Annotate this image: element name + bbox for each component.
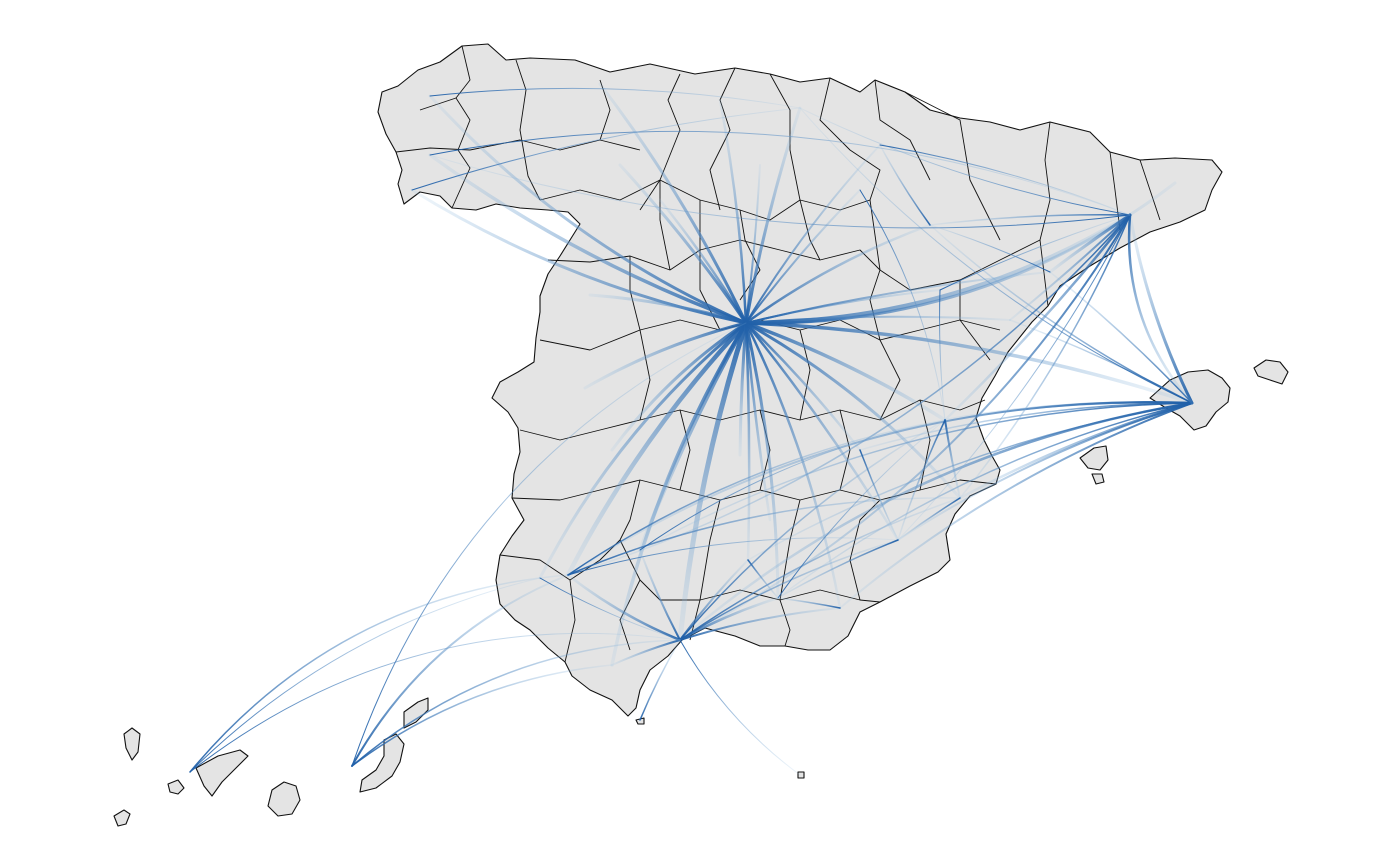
lanzarote bbox=[403, 697, 429, 729]
flow-barcelona-zaragoza bbox=[929, 213, 1131, 226]
flow-malaga-murcia bbox=[679, 539, 899, 641]
flow-madrid-sevilla bbox=[565, 320, 749, 578]
flow-madrid-albacete bbox=[744, 321, 862, 452]
flow-valencia-murcia bbox=[897, 419, 946, 541]
flow-barcelona-santiago bbox=[429, 154, 1131, 229]
flow-madrid-murcia bbox=[744, 321, 900, 542]
flow-zaragoza-pamplona bbox=[879, 144, 931, 226]
flow-barcelona-tarragona bbox=[1048, 213, 1132, 274]
flow-grancanaria-malaga bbox=[351, 639, 681, 767]
flow-madrid-leon bbox=[618, 163, 748, 325]
flow-barcelona-valencia bbox=[943, 213, 1132, 422]
flow-madrid-burgos bbox=[745, 164, 761, 324]
flow-madrid-salamanca bbox=[588, 293, 748, 325]
flow-madrid-palma bbox=[744, 321, 1194, 405]
flow-madrid-valencia bbox=[744, 321, 947, 422]
flow-sevilla-murcia bbox=[567, 537, 899, 576]
gran-canaria bbox=[267, 781, 301, 817]
flow-malaga-valencia bbox=[679, 419, 946, 641]
flow-malaga-alicante bbox=[679, 497, 961, 641]
menorca bbox=[1253, 359, 1289, 385]
flow-cordoba-valencia bbox=[639, 419, 946, 551]
flow-tenerife-huelva bbox=[189, 577, 541, 773]
flow-grancanaria-jerez bbox=[351, 664, 613, 767]
flow-coruna-bilbao bbox=[429, 87, 801, 109]
flow-malaga-melilla bbox=[679, 639, 801, 776]
la-palma bbox=[123, 727, 141, 761]
flow-teruel-barcelona bbox=[939, 214, 1131, 291]
flow-barcelona-alicante bbox=[959, 214, 1131, 499]
ibiza bbox=[1079, 445, 1109, 471]
flow-barcelona-castellon bbox=[1009, 214, 1131, 321]
flow-palma-zaragoza bbox=[929, 224, 1193, 404]
flow-madrid-pamplona bbox=[745, 144, 881, 324]
flow-tenerife-malaga bbox=[189, 632, 681, 773]
flow-logrono-valencia bbox=[859, 189, 946, 421]
flow-madrid-coruna bbox=[428, 94, 748, 325]
flow-madrid-badajoz bbox=[610, 321, 748, 452]
la-gomera bbox=[167, 779, 185, 795]
flow-madrid-zaragoza bbox=[744, 223, 932, 325]
fuerteventura bbox=[359, 733, 405, 793]
flow-sevilla-alicante bbox=[567, 497, 961, 576]
flow-madrid-logrono bbox=[745, 189, 861, 324]
flow-madrid-santander bbox=[718, 98, 748, 325]
flow-barcelona-murcia bbox=[897, 214, 1131, 541]
flow-madrid-castellon bbox=[745, 315, 1011, 324]
flow-madrid-jerez bbox=[610, 321, 748, 667]
flow-madrid-santiago bbox=[428, 153, 748, 325]
flow-sevilla-valencia bbox=[567, 419, 946, 576]
flow-madrid-oviedo bbox=[598, 82, 748, 325]
flow-pamplona-barcelona bbox=[879, 144, 1131, 216]
flow-palma-almeria bbox=[839, 402, 1193, 609]
flow-malaga-granada bbox=[678, 596, 780, 642]
flow-ceuta-malaga bbox=[639, 639, 681, 721]
flow-alicante-murcia bbox=[897, 497, 961, 541]
flow-granada-valencia bbox=[777, 419, 946, 599]
flow-madrid-teruel bbox=[745, 289, 941, 324]
flow-vigo-bilbao bbox=[411, 107, 801, 191]
province-borders bbox=[395, 45, 1161, 663]
flow-lines bbox=[189, 82, 1194, 776]
flow-grancanaria-sevilla bbox=[351, 574, 569, 767]
flow-barcelona-palma bbox=[1127, 213, 1194, 405]
flow-palma-barcelona bbox=[1128, 213, 1194, 405]
flow-barcelona-bilbao bbox=[799, 107, 1131, 216]
flow-valencia-alicante bbox=[944, 419, 961, 499]
flow-palma-tarragona bbox=[1049, 271, 1193, 404]
flow-malaga-sevilla bbox=[566, 573, 682, 642]
flow-palma-albacete bbox=[859, 402, 1193, 451]
flow-madrid-malaga bbox=[677, 320, 749, 643]
flow-madrid-caceres bbox=[583, 321, 748, 390]
flow-palma-murcia bbox=[897, 402, 1193, 541]
flow-madrid-bilbao bbox=[744, 106, 802, 325]
flow-santiago-barcelona bbox=[429, 130, 1131, 216]
flow-barcelona-sevilla bbox=[567, 214, 1131, 576]
flow-murcia-granada bbox=[777, 539, 899, 599]
flow-tenerife-sevilla bbox=[189, 574, 569, 773]
flow-malaga-almeria bbox=[679, 607, 841, 641]
flow-madrid-granada bbox=[744, 321, 780, 600]
flow-madrid-jaen bbox=[744, 321, 751, 562]
flow-madrid-huelva bbox=[538, 321, 748, 580]
flow-grancanaria-madrid bbox=[351, 322, 747, 767]
tenerife bbox=[195, 749, 249, 797]
flow-albacete-murcia bbox=[859, 449, 899, 541]
flow-almeria-granada bbox=[777, 597, 841, 609]
flow-malaga-jerez bbox=[611, 639, 681, 666]
flow-malaga-jaen bbox=[679, 559, 749, 641]
formentera bbox=[1091, 473, 1105, 485]
flow-huelva-malaga bbox=[539, 577, 681, 641]
el-hierro bbox=[113, 809, 131, 827]
flow-malaga-cordoba bbox=[639, 549, 681, 641]
flow-jaen-granada bbox=[747, 559, 779, 599]
flow-tarragona-zaragoza bbox=[929, 224, 1051, 273]
flow-palma-jaen bbox=[747, 402, 1193, 561]
flow-teruel-valencia bbox=[939, 289, 946, 421]
flow-palma-bilbao bbox=[799, 107, 1193, 404]
melilla bbox=[797, 771, 805, 779]
flow-madrid-toledo bbox=[738, 321, 748, 457]
